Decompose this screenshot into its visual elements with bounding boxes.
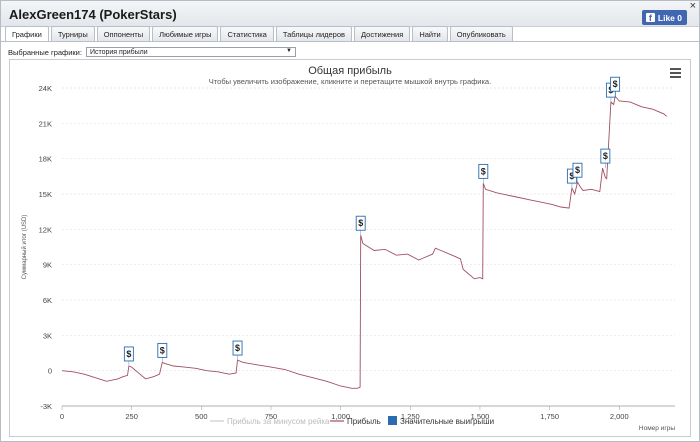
profit-series-line: [61, 95, 667, 389]
big-win-marker: [478, 163, 489, 179]
big-win-marker: [232, 340, 243, 356]
menu-icon-bar-2: [670, 76, 681, 78]
menu-icon-bar-0: [670, 68, 681, 70]
window-title: AlexGreen174 (PokerStars): [9, 7, 177, 22]
legend-item-label: Прибыль: [347, 417, 381, 426]
x-tick-label: 1,000: [331, 412, 350, 421]
big-win-marker: [600, 148, 611, 164]
x-tick-label: 0: [60, 412, 64, 421]
chart-select[interactable]: История прибыли ▼: [85, 47, 296, 57]
facebook-icon: f: [645, 13, 655, 23]
title-bar: AlexGreen174 (PokerStars) f Like 0 ×: [1, 1, 699, 27]
y-axis-title: Суммарный итог (USD): [21, 215, 28, 280]
tab-2[interactable]: Оппоненты: [96, 26, 151, 41]
big-win-marker-label: $: [569, 171, 574, 181]
x-tick-label: 250: [125, 412, 138, 421]
tab-6[interactable]: Достижения: [354, 26, 411, 41]
big-win-marker: [572, 162, 583, 178]
y-tick-label: 21K: [39, 119, 52, 128]
big-win-marker-label: $: [613, 79, 618, 89]
tab-1[interactable]: Турниры: [50, 26, 95, 41]
tab-bar: Графики Турниры Оппоненты Любимые игры Стати…: [5, 26, 513, 41]
y-tick-label: 15K: [39, 190, 52, 199]
tab-8[interactable]: Опубликовать: [449, 26, 513, 41]
tab-3[interactable]: Любимые игры: [152, 26, 219, 41]
tab-4[interactable]: Статистика: [220, 26, 274, 41]
chart-subtitle: Чтобы увеличить изображение, кликните и …: [209, 77, 491, 86]
like-label: Like 0: [657, 12, 682, 23]
big-win-marker: [157, 342, 168, 358]
x-tick-label: 750: [265, 412, 278, 421]
x-tick-label: 1,750: [540, 412, 559, 421]
tab-7[interactable]: Найти: [412, 26, 448, 41]
y-tick-label: 6K: [43, 296, 52, 305]
chevron-down-icon: ▼: [286, 48, 292, 54]
chart-title: Общая прибыль: [308, 65, 392, 77]
chart-select-value: История прибыли: [89, 48, 148, 56]
y-tick-label: 0: [48, 367, 52, 376]
x-tick-label: 1,250: [401, 412, 420, 421]
chart-selector-row: Выбранные графики: История прибыли ▼: [8, 47, 296, 57]
tab-5[interactable]: Таблицы лидеров: [275, 26, 353, 41]
big-win-marker-label: $: [481, 166, 486, 176]
close-icon[interactable]: ×: [689, 0, 696, 12]
legend-item-label: Значительные выигрыши: [400, 417, 494, 426]
chart-container[interactable]: Общая прибыль Чтобы увеличить изображение…: [9, 59, 691, 437]
y-tick-label: 3K: [43, 331, 52, 340]
big-win-marker: [123, 346, 134, 362]
big-win-marker-label: $: [603, 151, 608, 161]
y-tick-label: 9K: [43, 261, 52, 270]
y-tick-label: 18K: [39, 155, 52, 164]
x-axis-title: Номер игры: [639, 425, 675, 432]
legend-item-label: Прибыль за минусом рейка: [227, 417, 330, 426]
big-win-marker-label: $: [575, 165, 580, 175]
tab-0[interactable]: Графики: [5, 26, 49, 41]
y-tick-label: 12K: [39, 225, 52, 234]
chart-selector-label: Выбранные графики:: [8, 47, 82, 57]
y-tick-label: -3K: [40, 402, 52, 411]
x-tick-label: 500: [195, 412, 208, 421]
facebook-like-button[interactable]: f Like 0: [641, 10, 687, 25]
big-win-marker-label: $: [235, 343, 240, 353]
legend-swatch: [388, 416, 397, 425]
big-win-marker: [355, 215, 366, 231]
big-win-marker-label: $: [126, 349, 131, 359]
x-tick-label: 2,000: [610, 412, 629, 421]
y-tick-label: 24K: [39, 84, 52, 93]
menu-icon-bar-1: [670, 72, 681, 74]
big-win-marker-label: $: [160, 345, 165, 355]
big-win-marker: [610, 76, 621, 92]
x-tick-label: 1,500: [471, 412, 490, 421]
tab-divider: [1, 41, 699, 42]
big-win-marker-label: $: [358, 218, 363, 228]
